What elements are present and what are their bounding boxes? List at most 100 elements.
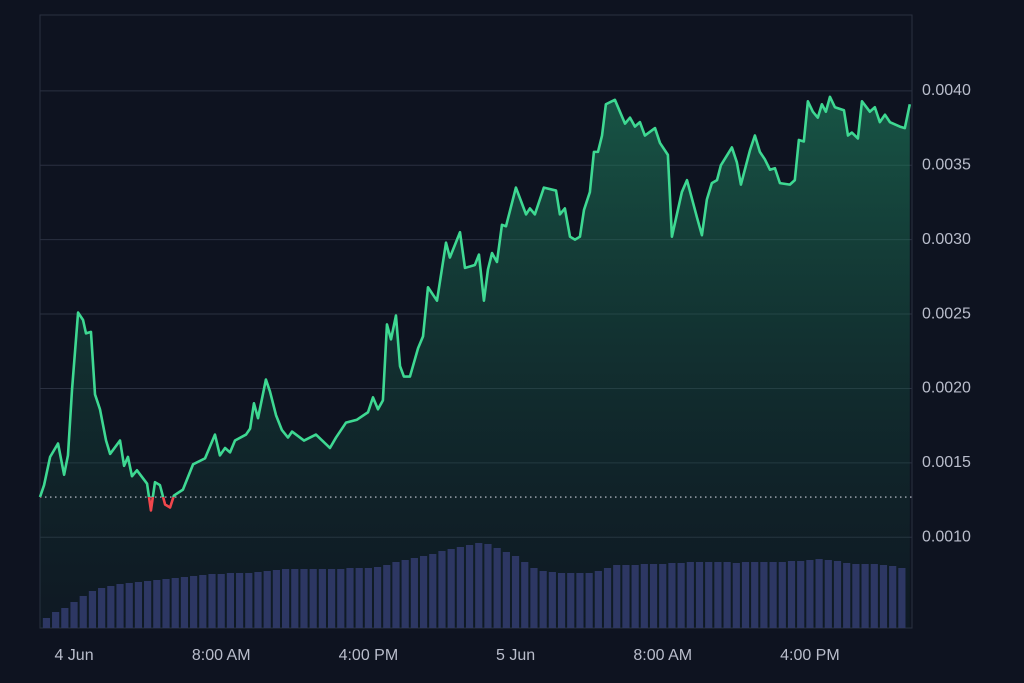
volume-bar [272,570,280,628]
volume-bar [429,554,437,628]
volume-bar [254,572,262,628]
x-tick-label: 4 Jun [54,647,93,664]
volume-bar [373,567,382,628]
volume-bar [797,561,805,628]
volume-bar [79,596,87,628]
volume-bar [677,563,685,628]
volume-bar [530,568,538,628]
volume-bar [806,560,814,628]
volume-bar [594,571,602,628]
volume-bar [631,565,639,628]
x-tick-label: 4:00 PM [339,647,399,664]
volume-bar [134,582,143,628]
volume-bar [732,563,740,628]
volume-bar [778,562,786,628]
volume-bar [649,564,658,628]
volume-bar [125,583,133,628]
volume-bar [613,565,621,628]
volume-bar [741,562,750,628]
volume-bar [511,556,520,628]
price-area [40,96,910,628]
volume-bar [300,569,308,628]
volume-bar [401,560,409,628]
volume-bar [668,563,676,628]
volume-bar [824,560,832,628]
volume-bar [327,569,336,628]
volume-bar [898,568,906,628]
volume-bar [870,564,878,628]
volume-bar [291,569,299,628]
volume-bar [889,566,897,628]
volume-bar [116,584,124,628]
volume-bar [98,588,106,628]
volume-bar [153,580,161,628]
volume-bar [410,558,418,628]
volume-bar [576,573,584,628]
volume-bar [787,561,796,628]
y-tick-label: 0.0025 [922,305,971,322]
volume-bar [61,608,69,628]
volume-bar [52,612,60,628]
volume-bar [861,564,869,628]
volume-bar [548,572,556,628]
volume-bar [603,568,612,628]
volume-bar [447,549,455,628]
volume-bar [521,562,529,628]
y-tick-label: 0.0030 [922,231,971,248]
volume-bar [686,562,694,628]
volume-bar [879,565,888,628]
y-tick-label: 0.0015 [922,454,971,471]
volume-bar [705,562,713,628]
volume-bar [475,543,483,628]
volume-bar [557,573,566,628]
volume-bar [751,562,759,628]
volume-bar [162,579,170,628]
x-tick-label: 8:00 AM [192,647,251,664]
volume-bar [355,568,363,628]
volume-bar [852,564,860,628]
volume-bar [833,561,842,628]
y-tick-label: 0.0020 [922,380,971,397]
volume-bar [659,564,667,628]
volume-bar [493,548,501,628]
volume-bar [539,571,547,628]
volume-bar [180,577,189,628]
volume-bar [107,586,115,628]
volume-bar [337,569,345,628]
volume-bar [263,571,271,628]
x-tick-label: 5 Jun [496,647,535,664]
volume-bar [465,545,474,628]
volume-bar [484,544,492,628]
volume-bar [318,569,326,628]
volume-bar [456,547,464,628]
price-line [38,95,912,498]
volume-bar [843,563,851,628]
volume-bar [199,575,207,628]
volume-bar [309,569,317,628]
x-tick-label: 8:00 AM [633,647,692,664]
volume-bar [502,552,510,628]
x-tick-label: 4:00 PM [780,647,840,664]
y-tick-label: 0.0040 [922,82,971,99]
volume-bar [208,574,216,628]
volume-bar [769,562,777,628]
volume-bar [171,578,179,628]
volume-bar [723,562,731,628]
volume-bar [695,562,704,628]
volume-bar [217,574,225,628]
volume-bar [70,602,78,628]
volume-bar [190,576,198,628]
volume-bar [144,581,152,628]
volume-bar [392,562,400,628]
volume-bar [760,562,768,628]
volume-bar [364,568,372,628]
volume-bar [714,562,722,628]
y-tick-label: 0.0035 [922,156,971,173]
volume-bar [419,556,428,628]
volume-bar [236,573,244,628]
volume-bar [42,618,51,628]
volume-bar [815,559,823,628]
volume-bar [281,569,290,628]
